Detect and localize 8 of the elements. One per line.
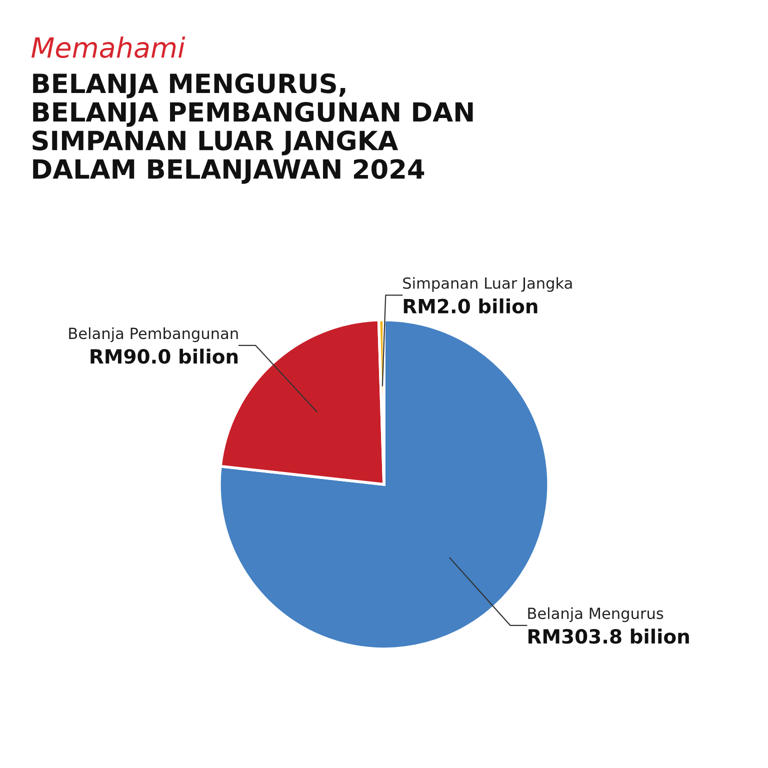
slice-label: Belanja Mengurus	[528, 607, 664, 622]
chart-title: BELANJA MENGURUS, BELANJA PEMBANGUNAN DAN SIMPANAN LUAR JANGKA DALAM BELANJAWAN 2024	[32, 73, 473, 184]
slice-label: Simpanan Luar Jangka	[403, 277, 572, 292]
slice-label: Belanja Pembangunan	[69, 327, 238, 342]
data-label: RM90.0 bilion	[90, 348, 238, 364]
data-label: RM2.0 bilion	[404, 298, 538, 314]
data-label: RM303.8 bilion	[528, 628, 689, 644]
chart-subtitle: Memahami	[31, 36, 186, 58]
